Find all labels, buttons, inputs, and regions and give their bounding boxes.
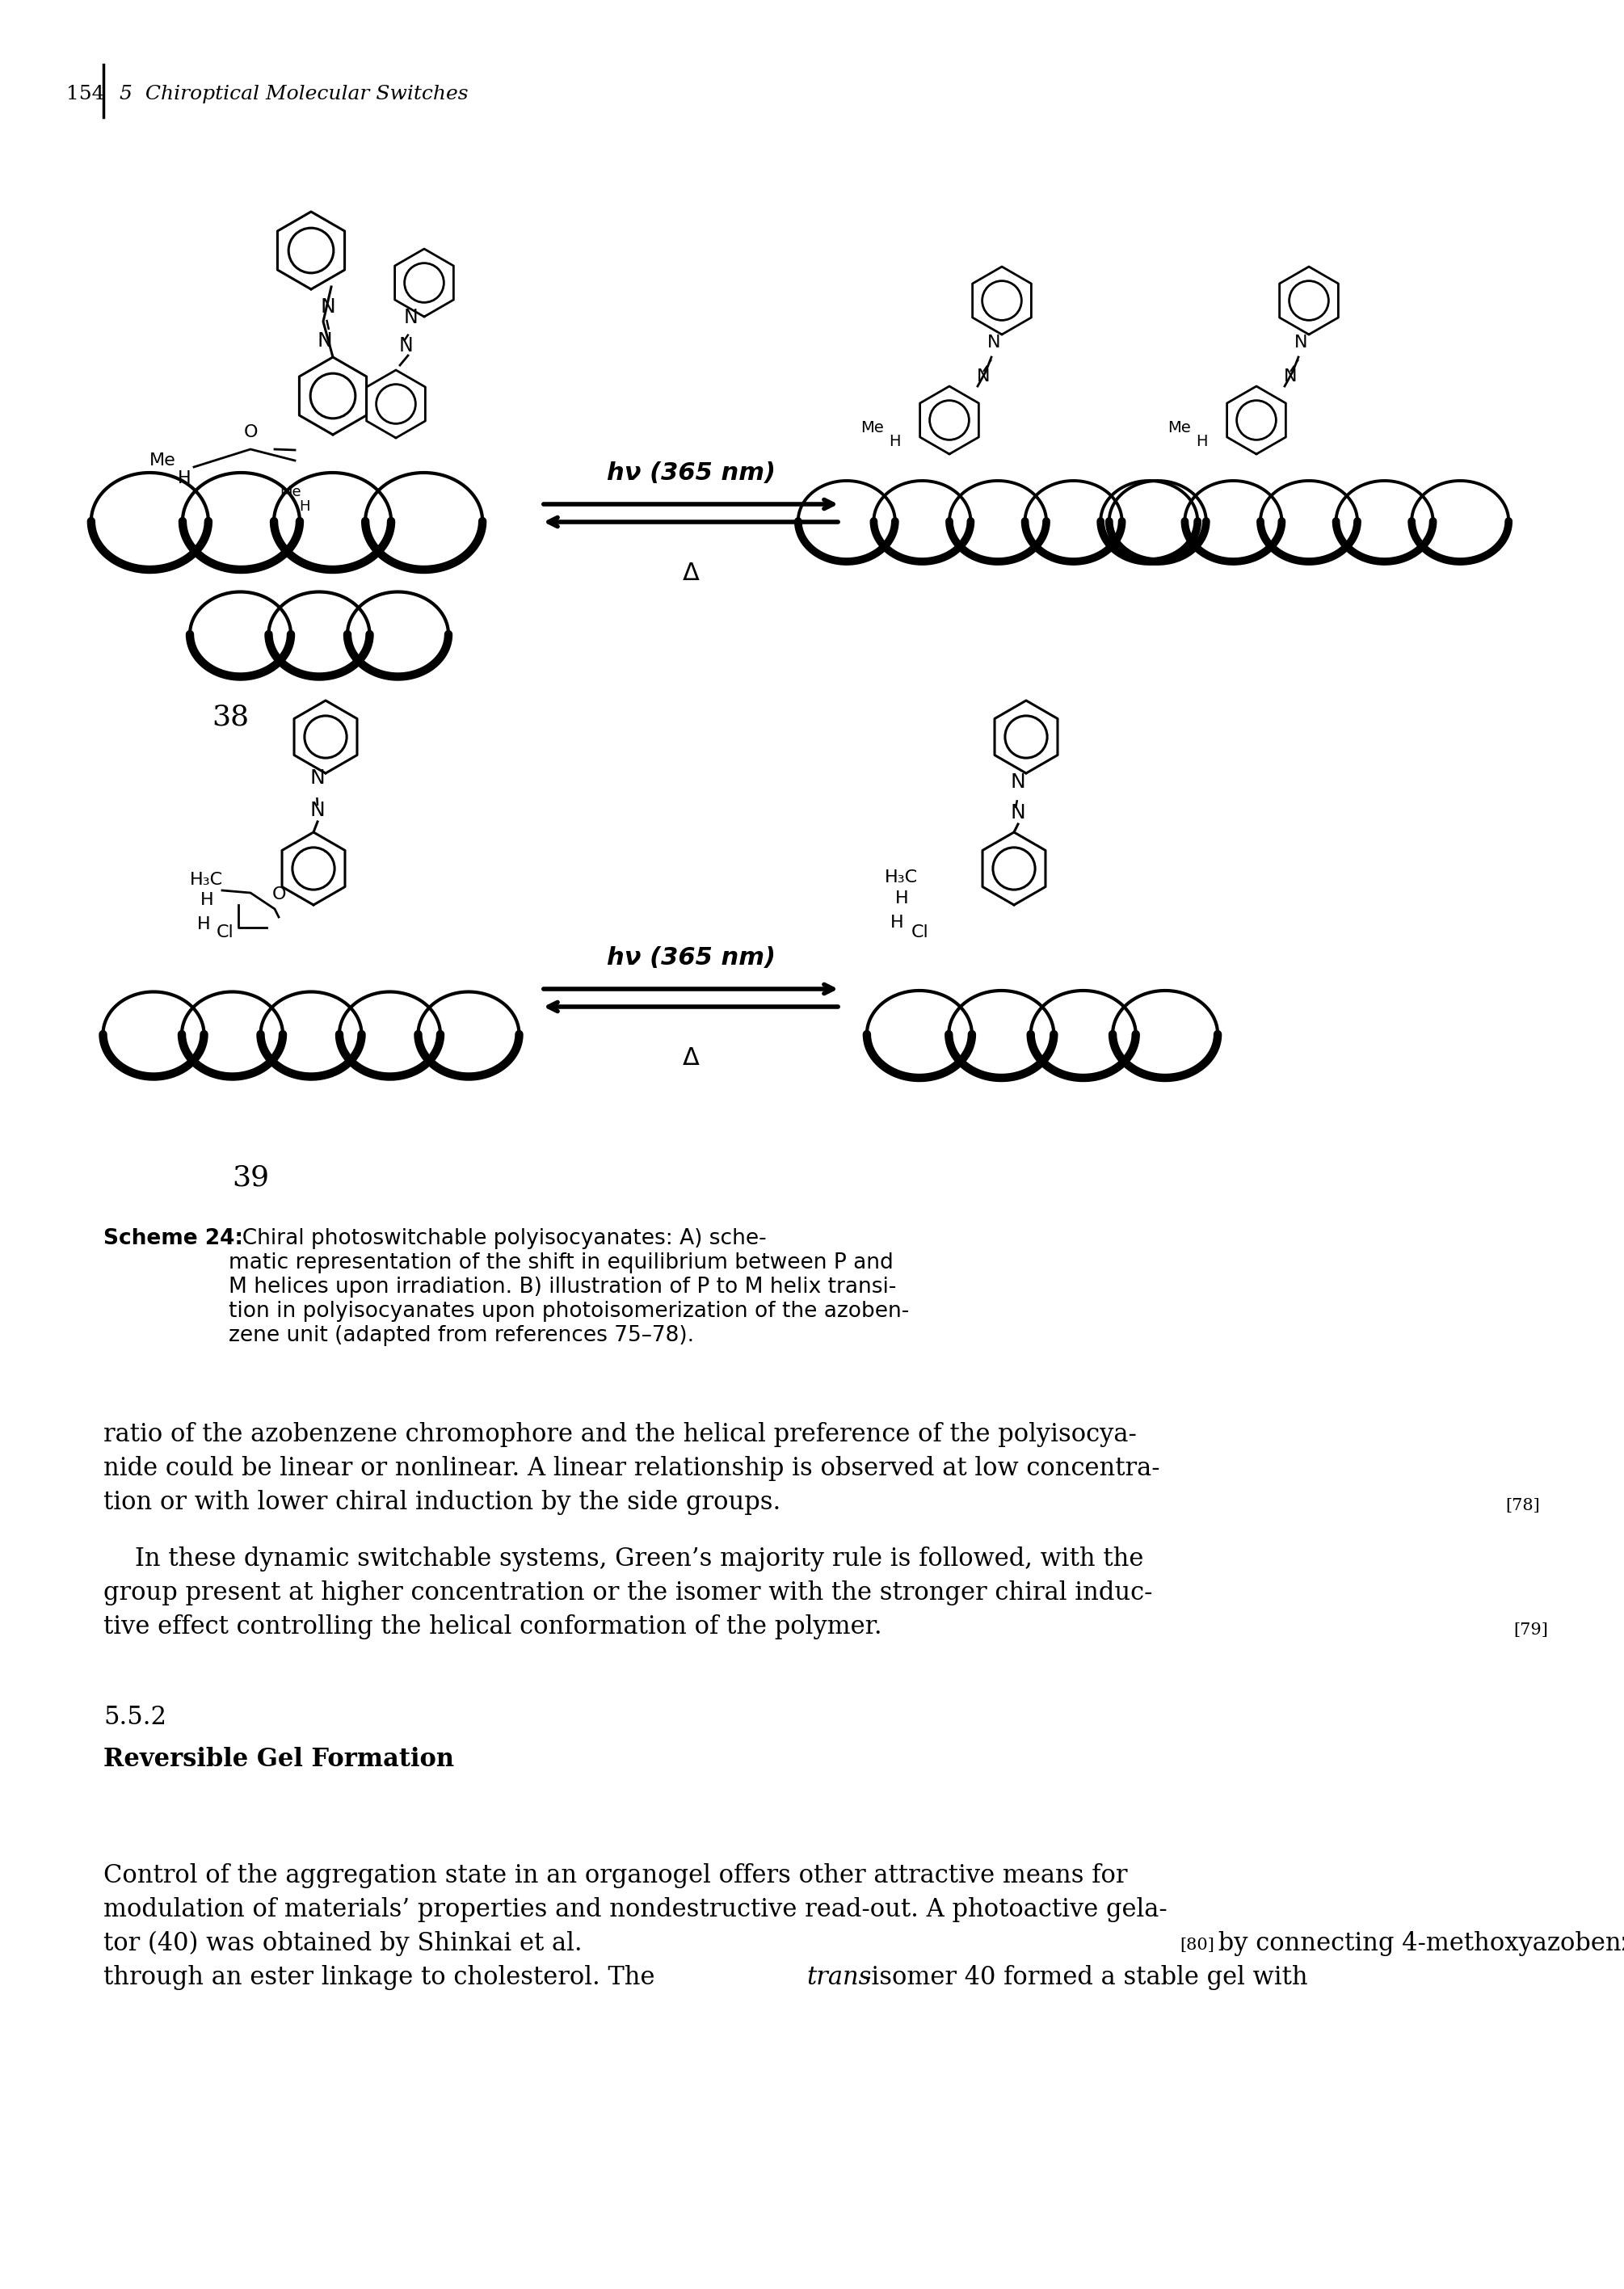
Text: hν (365 nm): hν (365 nm)	[606, 945, 775, 968]
Text: In these dynamic switchable systems, Green’s majority rule is followed, with the: In these dynamic switchable systems, Gre…	[104, 1547, 1143, 1573]
Text: tive effect controlling the helical conformation of the polymer.: tive effect controlling the helical conf…	[104, 1614, 882, 1639]
Text: Me: Me	[149, 453, 175, 469]
Text: N: N	[1283, 369, 1298, 385]
Text: Cl: Cl	[216, 925, 234, 941]
Text: modulation of materials’ properties and nondestructive read-out. A photoactive g: modulation of materials’ properties and …	[104, 1898, 1168, 1923]
Text: Δ: Δ	[682, 1046, 700, 1071]
Text: H: H	[200, 893, 214, 909]
Text: O: O	[271, 886, 286, 902]
Text: N: N	[1010, 771, 1026, 792]
Text: 154: 154	[67, 85, 104, 103]
Text: H: H	[890, 916, 905, 932]
Text: N: N	[403, 307, 417, 327]
Text: Me: Me	[861, 421, 883, 435]
Text: N: N	[320, 298, 336, 316]
Text: H: H	[895, 890, 909, 906]
Text: [78]: [78]	[1505, 1497, 1540, 1513]
Text: N: N	[398, 336, 412, 355]
Text: 38: 38	[211, 703, 248, 730]
Text: N: N	[310, 769, 325, 787]
Text: H: H	[177, 469, 192, 485]
Text: ratio of the azobenzene chromophore and the helical preference of the polyisocya: ratio of the azobenzene chromophore and …	[104, 1421, 1137, 1447]
Text: trans: trans	[807, 1964, 870, 1989]
Text: H: H	[888, 435, 900, 449]
Text: Cl: Cl	[911, 925, 929, 941]
Text: 39: 39	[232, 1163, 270, 1190]
Text: 5  Chiroptical Molecular Switches: 5 Chiroptical Molecular Switches	[120, 85, 468, 103]
Text: 5.5.2: 5.5.2	[104, 1705, 166, 1730]
Text: tion or with lower chiral induction by the side groups.: tion or with lower chiral induction by t…	[104, 1490, 781, 1515]
Text: N: N	[317, 332, 333, 350]
Text: -isomer 40 formed a stable gel with: -isomer 40 formed a stable gel with	[862, 1964, 1307, 1989]
Text: [80]: [80]	[1179, 1936, 1215, 1953]
Text: H₃C: H₃C	[885, 870, 918, 886]
Text: H: H	[197, 916, 211, 932]
Text: [79]: [79]	[1514, 1623, 1548, 1637]
Text: by connecting 4-methoxyazobenzene: by connecting 4-methoxyazobenzene	[1210, 1932, 1624, 1957]
Text: Control of the aggregation state in an organogel offers other attractive means f: Control of the aggregation state in an o…	[104, 1863, 1127, 1888]
Text: Scheme 24:: Scheme 24:	[104, 1229, 244, 1250]
Text: tor (40) was obtained by Shinkai et al.: tor (40) was obtained by Shinkai et al.	[104, 1932, 583, 1957]
Text: H: H	[1195, 435, 1208, 449]
Text: Δ: Δ	[682, 561, 700, 586]
Text: O: O	[244, 423, 258, 439]
Text: N: N	[310, 801, 325, 819]
Text: N: N	[1294, 334, 1307, 350]
Text: Chiral photoswitchable polyisocyanates: A) sche-
matic representation of the shi: Chiral photoswitchable polyisocyanates: …	[229, 1229, 909, 1346]
Text: H: H	[299, 499, 310, 513]
Text: through an ester linkage to cholesterol. The: through an ester linkage to cholesterol.…	[104, 1964, 663, 1989]
Text: group present at higher concentration or the isomer with the stronger chiral ind: group present at higher concentration or…	[104, 1579, 1153, 1605]
Text: Reversible Gel Formation: Reversible Gel Formation	[104, 1747, 455, 1772]
Text: N: N	[976, 369, 991, 385]
Text: H₃C: H₃C	[190, 872, 222, 888]
Text: Me: Me	[279, 485, 302, 499]
Text: N: N	[1010, 803, 1026, 822]
Text: N: N	[987, 334, 1000, 350]
Text: hν (365 nm): hν (365 nm)	[606, 460, 775, 485]
Text: Me: Me	[1168, 421, 1190, 435]
Text: nide could be linear or nonlinear. A linear relationship is observed at low conc: nide could be linear or nonlinear. A lin…	[104, 1456, 1160, 1481]
